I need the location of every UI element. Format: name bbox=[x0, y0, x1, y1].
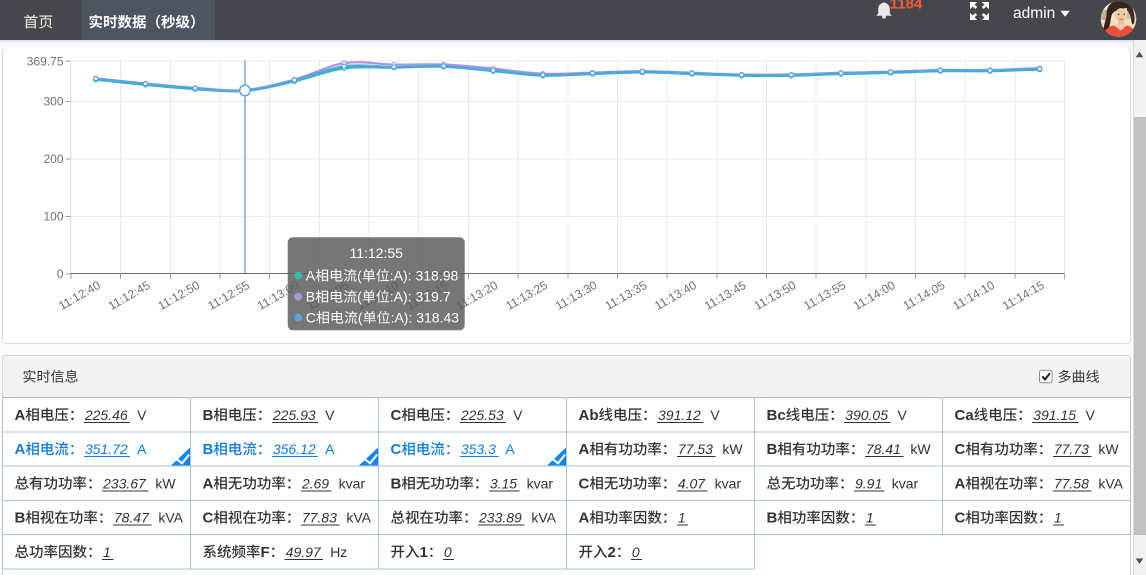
svg-text:356.12: 356.12 bbox=[273, 441, 316, 457]
svg-text:B: B bbox=[767, 510, 778, 527]
svg-text:77.53: 77.53 bbox=[678, 441, 713, 457]
svg-text:kW: kW bbox=[1098, 441, 1119, 457]
svg-text:kW: kW bbox=[910, 441, 931, 457]
svg-text:225.53: 225.53 bbox=[460, 407, 504, 423]
svg-text:225.46: 225.46 bbox=[84, 407, 128, 423]
svg-text:V: V bbox=[513, 407, 523, 423]
svg-text:1184: 1184 bbox=[890, 0, 923, 12]
svg-text:B: B bbox=[391, 475, 402, 492]
svg-text:C: C bbox=[391, 407, 402, 424]
svg-text:391.15: 391.15 bbox=[1033, 407, 1076, 423]
svg-text:0: 0 bbox=[444, 544, 452, 560]
svg-text:kVA: kVA bbox=[158, 510, 183, 526]
svg-text:kVA: kVA bbox=[531, 510, 556, 526]
svg-text:369.75: 369.75 bbox=[27, 54, 64, 68]
svg-text:11:12:55: 11:12:55 bbox=[349, 245, 403, 261]
svg-text:V: V bbox=[898, 407, 908, 423]
svg-text:78.47: 78.47 bbox=[114, 510, 150, 526]
svg-text:(: ( bbox=[357, 289, 362, 305]
svg-text:A: A bbox=[15, 441, 26, 458]
svg-text:B: B bbox=[203, 407, 214, 424]
svg-text:kvar: kvar bbox=[527, 475, 554, 491]
svg-text:admin: admin bbox=[1013, 5, 1055, 22]
svg-text:B: B bbox=[767, 441, 778, 458]
svg-text:(: ( bbox=[357, 268, 362, 284]
svg-text:C: C bbox=[955, 510, 966, 527]
svg-text:78.41: 78.41 bbox=[866, 441, 901, 457]
svg-text:Ab: Ab bbox=[579, 407, 599, 424]
svg-text:390.05: 390.05 bbox=[845, 407, 888, 423]
svg-text:Bc: Bc bbox=[767, 407, 786, 424]
svg-text:A: A bbox=[579, 510, 590, 527]
svg-text:A: A bbox=[15, 407, 26, 424]
svg-text:kW: kW bbox=[155, 475, 176, 491]
svg-text:C: C bbox=[391, 441, 402, 458]
svg-text:4.07: 4.07 bbox=[678, 475, 706, 491]
svg-text:kVA: kVA bbox=[346, 510, 371, 526]
svg-text:233.67: 233.67 bbox=[102, 475, 147, 491]
svg-text:200: 200 bbox=[43, 152, 63, 166]
svg-text:A: A bbox=[505, 441, 515, 457]
svg-text:C: C bbox=[306, 310, 316, 326]
svg-text:A: A bbox=[325, 441, 335, 457]
svg-text:1: 1 bbox=[866, 510, 874, 526]
svg-text:Hz: Hz bbox=[330, 544, 347, 560]
svg-text:V: V bbox=[325, 407, 335, 423]
svg-text:0: 0 bbox=[632, 544, 640, 560]
svg-text:1: 1 bbox=[420, 544, 428, 561]
svg-text:B: B bbox=[306, 289, 315, 305]
svg-text:233.89: 233.89 bbox=[478, 510, 522, 526]
svg-text:49.97: 49.97 bbox=[286, 544, 322, 560]
svg-text:(: ( bbox=[358, 310, 363, 326]
svg-text:1: 1 bbox=[1054, 510, 1062, 526]
svg-text:0: 0 bbox=[57, 267, 64, 281]
svg-text:C: C bbox=[203, 510, 214, 527]
svg-text:1: 1 bbox=[678, 510, 686, 526]
svg-text:C: C bbox=[579, 475, 590, 492]
svg-text:A: A bbox=[137, 441, 147, 457]
svg-text:77.58: 77.58 bbox=[1054, 475, 1089, 491]
svg-text:1: 1 bbox=[103, 544, 111, 560]
svg-text:C: C bbox=[955, 441, 966, 458]
svg-text:351.72: 351.72 bbox=[85, 441, 128, 457]
svg-text:V: V bbox=[137, 407, 147, 423]
svg-text:3.15: 3.15 bbox=[490, 475, 517, 491]
svg-text:V: V bbox=[1086, 407, 1096, 423]
svg-text:kvar: kvar bbox=[339, 475, 366, 491]
svg-text::A): 318.98: :A): 318.98 bbox=[390, 268, 459, 284]
svg-text:Ca: Ca bbox=[955, 407, 975, 424]
svg-text:353.3: 353.3 bbox=[461, 441, 496, 457]
svg-text:300: 300 bbox=[43, 95, 63, 109]
svg-text:2: 2 bbox=[608, 544, 616, 561]
svg-text:kvar: kvar bbox=[715, 475, 742, 491]
svg-text:A: A bbox=[203, 475, 214, 492]
svg-text:B: B bbox=[203, 441, 214, 458]
svg-text::A): 318.43: :A): 318.43 bbox=[391, 310, 460, 326]
svg-text:V: V bbox=[710, 407, 720, 423]
svg-text:77.83: 77.83 bbox=[302, 510, 337, 526]
svg-text:391.12: 391.12 bbox=[658, 407, 701, 423]
svg-text:kVA: kVA bbox=[1098, 475, 1123, 491]
svg-text:225.93: 225.93 bbox=[272, 407, 316, 423]
svg-text::A): 319.7: :A): 319.7 bbox=[390, 289, 451, 305]
svg-text:kvar: kvar bbox=[892, 475, 919, 491]
svg-text:F: F bbox=[261, 544, 270, 561]
svg-text:9.91: 9.91 bbox=[855, 475, 882, 491]
svg-text:A: A bbox=[579, 441, 590, 458]
svg-text:B: B bbox=[15, 510, 26, 527]
svg-text:A: A bbox=[306, 268, 316, 284]
svg-text:kW: kW bbox=[722, 441, 743, 457]
svg-text:100: 100 bbox=[43, 210, 63, 224]
svg-text:77.73: 77.73 bbox=[1054, 441, 1089, 457]
svg-text:2.69: 2.69 bbox=[301, 475, 329, 491]
svg-text:A: A bbox=[955, 475, 966, 492]
